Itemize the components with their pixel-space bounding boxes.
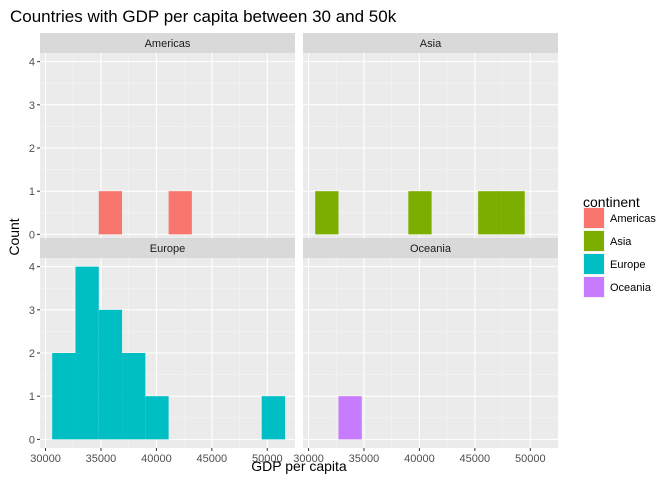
chart-title: Countries with GDP per capita between 30…: [10, 7, 397, 26]
x-axis-title: GDP per capita: [251, 458, 347, 474]
legend-entry-americas: Americas: [583, 207, 656, 229]
histogram-bar: [478, 191, 502, 235]
legend-swatch-asia: [584, 231, 604, 251]
x-tick-label: 35000: [86, 453, 117, 465]
facet-strip-label-americas: Americas: [145, 38, 191, 50]
y-tick-label: 2: [29, 348, 35, 360]
bars-americas: [98, 191, 192, 235]
histogram-bar: [122, 353, 146, 440]
y-tick-label: 4: [29, 57, 35, 69]
facet-europe: Europe 0 1 2 3 4 30000 35000 40000 45000 50000: [29, 238, 295, 465]
legend-entry-oceania: Oceania: [583, 276, 652, 298]
histogram-bar: [52, 353, 76, 440]
facet-strip-asia: [303, 33, 558, 53]
legend-swatch-americas: [584, 208, 604, 228]
x-tick-label: 30000: [30, 453, 61, 465]
facet-panels: Americas 0 1 2 3 4 Asia Europe 0 1 2 3 4 30000 35000 40…: [29, 33, 558, 465]
bars-europe: [52, 266, 286, 440]
facet-strip-label-oceania: Oceania: [410, 243, 452, 255]
legend-swatch-oceania: [584, 277, 604, 297]
x-axis-oceania: 30000 35000 40000 45000 50000: [293, 448, 546, 465]
legend-swatch-europe: [584, 254, 604, 274]
bars-asia: [315, 191, 525, 235]
y-axis-title: Count: [6, 218, 22, 255]
x-tick-label: 50000: [252, 453, 283, 465]
histogram-bar: [75, 266, 99, 440]
histogram-bar: [408, 191, 432, 235]
y-axis-europe: 0 1 2 3 4: [29, 262, 40, 446]
x-tick-label: 35000: [349, 453, 380, 465]
facet-asia: Asia: [303, 33, 558, 243]
legend-label-oceania: Oceania: [610, 282, 652, 294]
histogram-bar: [261, 396, 286, 440]
facet-strip-americas: [40, 33, 295, 53]
legend-title: continent: [583, 194, 640, 210]
x-tick-label: 30000: [293, 453, 324, 465]
histogram-bar: [315, 191, 339, 235]
x-axis-europe: 30000 35000 40000 45000 50000: [30, 448, 283, 465]
histogram-bar: [98, 309, 123, 440]
legend: continent Americas Asia Europe Oceania: [583, 194, 656, 298]
facet-oceania: Oceania 30000 35000 40000 45000 50000: [293, 238, 558, 465]
y-tick-label: 3: [29, 100, 35, 112]
y-tick-label: 1: [29, 186, 35, 198]
facet-strip-oceania: [303, 238, 558, 258]
x-tick-label: 45000: [197, 453, 228, 465]
y-tick-label: 4: [29, 262, 35, 274]
bars-oceania: [338, 396, 362, 440]
legend-entry-europe: Europe: [583, 253, 645, 275]
facet-americas: Americas 0 1 2 3 4: [29, 33, 295, 243]
legend-label-americas: Americas: [610, 213, 656, 225]
histogram-bar: [98, 191, 123, 235]
x-tick-label: 40000: [141, 453, 172, 465]
x-tick-label: 40000: [404, 453, 435, 465]
legend-label-asia: Asia: [610, 236, 632, 248]
legend-entry-asia: Asia: [583, 230, 632, 252]
facet-strip-label-europe: Europe: [150, 243, 185, 255]
histogram-bar: [501, 191, 525, 235]
facet-strip-europe: [40, 238, 295, 258]
legend-label-europe: Europe: [610, 259, 645, 271]
histogram-bar: [338, 396, 362, 440]
y-axis-americas: 0 1 2 3 4: [29, 57, 40, 241]
histogram-bar: [145, 396, 169, 440]
y-tick-label: 0: [29, 434, 35, 446]
y-tick-label: 3: [29, 305, 35, 317]
gridlines-americas: [40, 53, 295, 243]
y-tick-label: 2: [29, 143, 35, 155]
y-tick-label: 0: [29, 229, 35, 241]
x-tick-label: 50000: [515, 453, 546, 465]
legend-entries: Americas Asia Europe Oceania: [583, 207, 656, 298]
histogram-bar: [168, 191, 192, 235]
y-tick-label: 1: [29, 391, 35, 403]
x-tick-label: 45000: [460, 453, 491, 465]
facet-strip-label-asia: Asia: [420, 38, 442, 50]
